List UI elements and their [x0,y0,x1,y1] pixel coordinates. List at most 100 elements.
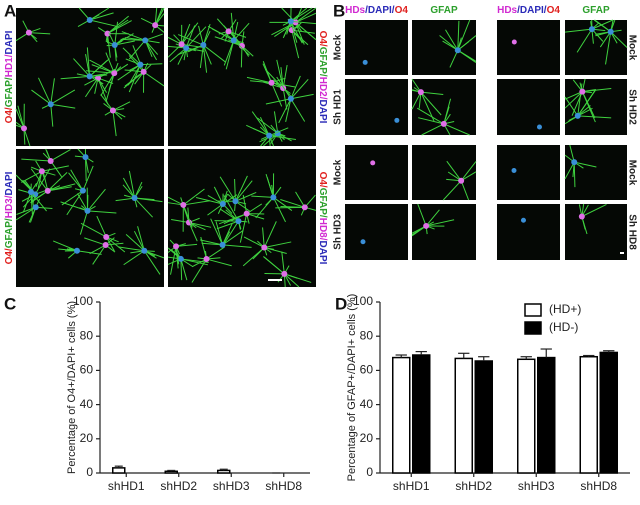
process [246,124,270,137]
nucleus [440,120,447,127]
process [114,40,135,46]
row-label: Mock [333,34,344,60]
process [21,170,43,183]
process [290,20,317,25]
process [417,107,445,125]
nucleus [360,239,366,245]
process [128,64,141,93]
process [50,103,76,109]
nucleus [131,195,138,202]
process [86,70,115,74]
process [178,34,204,46]
micrograph [411,78,476,136]
image-bg [168,149,316,287]
x-tick-label: shHD2 [455,479,492,493]
row-label: Mock [626,35,637,61]
error-bar [478,356,490,361]
nucleus [86,73,93,80]
process [128,40,146,60]
process [283,273,300,288]
process [117,64,141,81]
x-tick-label: shHD1 [108,479,145,493]
channel-label: O4/GFAP/HD8/DAPI [317,172,328,265]
column-header: GFAP [430,5,458,16]
image-bg [345,145,408,200]
process [222,230,244,246]
process [134,197,163,203]
process [242,194,248,214]
row-label: Mock [333,159,344,185]
process [251,111,270,136]
process [16,206,36,215]
process [17,105,25,129]
process [47,172,68,192]
bar [537,356,556,474]
nucleus [73,247,80,254]
process [591,19,614,30]
label-part: O4 [547,5,561,16]
nucleus [142,37,149,44]
process [443,98,452,125]
nucleus [362,59,368,65]
process [418,117,444,125]
nucleus [235,218,242,225]
micrograph [167,7,317,147]
label-part: O4/ [4,248,15,264]
process [89,7,110,21]
process [290,93,314,100]
image-bg [565,204,627,260]
label-part: GFAP/ [317,47,328,77]
micrograph [15,148,165,287]
micrograph [564,78,627,135]
process [234,175,248,202]
label-part: HD1/ [4,54,15,77]
process [137,226,145,251]
process [271,82,296,88]
process [273,196,293,211]
y-tick-label: 0 [366,465,373,479]
legend-swatch [524,321,542,335]
process [112,101,131,111]
nucleus [287,18,294,25]
nucleus [458,177,465,184]
process [89,60,108,77]
image-bg [497,204,560,260]
process [246,76,272,84]
process [420,91,442,116]
process [68,172,84,191]
bar [392,356,411,474]
process [97,77,109,105]
process [105,236,126,253]
process [188,221,206,231]
process [281,251,285,274]
micrograph [497,20,560,75]
nucleus [111,42,118,49]
process [445,29,459,51]
x-tick-label: shHD2 [160,479,197,493]
column-header: GFAP [582,5,610,16]
process [202,23,211,46]
process [38,77,52,105]
nucleus [102,242,109,249]
y-tick-label: 80 [80,328,94,342]
bar [474,360,493,474]
image-bg [497,20,560,75]
process [50,160,63,178]
nucleus [219,201,226,208]
nucleus [203,256,210,263]
process [239,213,248,243]
image-bg [345,79,408,135]
row-label: Mock [626,160,637,186]
nucleus [104,30,111,37]
process [181,43,203,48]
process [60,75,90,80]
process [290,7,308,22]
nucleus [47,157,54,164]
process [50,78,55,105]
process [290,79,309,100]
error-bar [415,350,427,356]
nucleus [281,270,288,277]
panel-letter: D [335,294,347,313]
micrograph [345,204,408,260]
